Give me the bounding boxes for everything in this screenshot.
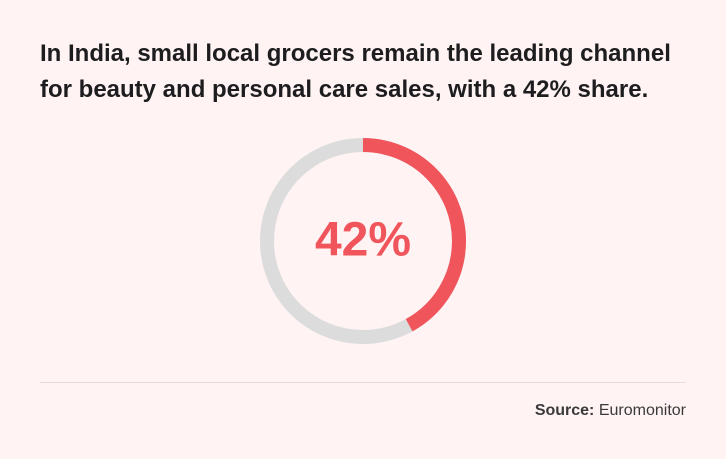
divider bbox=[40, 382, 686, 383]
headline: In India, small local grocers remain the… bbox=[40, 36, 700, 108]
donut-center-label: 42% bbox=[315, 214, 411, 267]
headline-line-2: for beauty and personal care sales, with… bbox=[40, 76, 649, 103]
donut-chart: 42% bbox=[252, 130, 474, 352]
donut-highlight-arc bbox=[260, 138, 466, 344]
source-value: Euromonitor bbox=[598, 402, 686, 419]
donut-chart-svg: 42% bbox=[260, 138, 466, 344]
headline-line-1: In India, small local grocers remain the… bbox=[40, 40, 671, 67]
source-credit: Source: Euromonitor bbox=[535, 402, 686, 420]
source-label: Source: bbox=[534, 402, 595, 419]
